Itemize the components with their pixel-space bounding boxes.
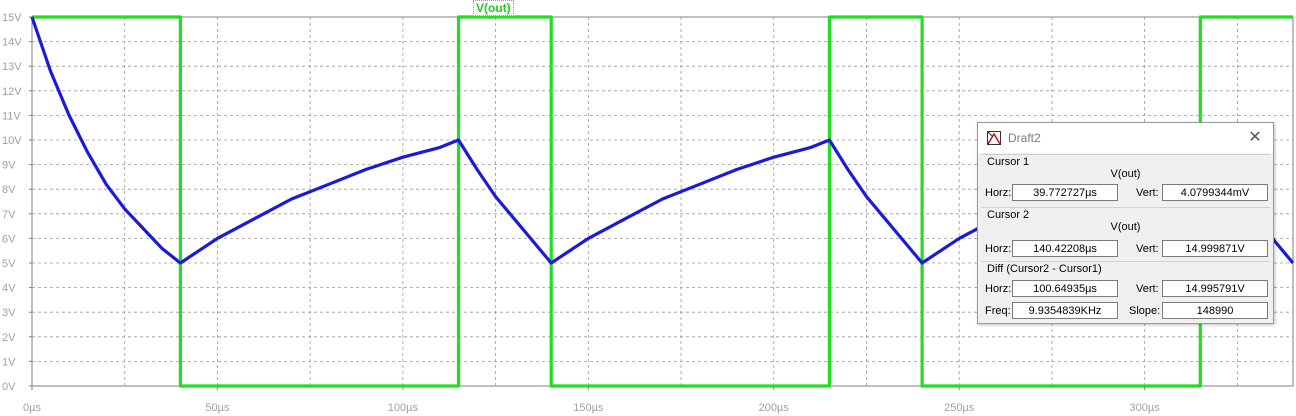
cursor2-horz-field[interactable]: 140.42208µs xyxy=(1012,240,1118,257)
x-tick-label: 50µs xyxy=(205,402,230,414)
cursor2-series: V(out) xyxy=(1110,221,1141,233)
y-tick-label: 13V xyxy=(2,61,22,73)
cursor1-series: V(out) xyxy=(1110,168,1141,180)
y-tick-label: 10V xyxy=(2,135,22,147)
y-tick-label: 12V xyxy=(2,86,22,98)
x-tick-label: 250µs xyxy=(944,402,975,414)
cursor-dialog[interactable]: Draft2 ✕ Cursor 1 V(out) Horz: 39.772727… xyxy=(977,122,1274,324)
dialog-titlebar[interactable]: Draft2 ✕ xyxy=(978,123,1273,153)
cursor2-horz-label: Horz: xyxy=(985,243,1012,255)
y-tick-label: 15V xyxy=(2,12,22,24)
cursor2-vert-label: Vert: xyxy=(1136,243,1159,255)
cursor1-label: Cursor 1 xyxy=(987,156,1030,168)
diff-freq-label: Freq: xyxy=(985,305,1011,317)
cursor2-vert-field[interactable]: 14.999871V xyxy=(1162,240,1268,257)
diff-horz-field[interactable]: 100.64935µs xyxy=(1012,280,1118,297)
dialog-title: Draft2 xyxy=(1008,131,1041,145)
y-axis-ticks: 0V 1V 2V 3V 4V 5V 6V 7V 8V 9V 10V 11V 12V 13V 14V 15V xyxy=(2,12,32,393)
y-tick-label: 11V xyxy=(2,110,21,122)
series-line-square-wave xyxy=(32,15,1293,388)
y-tick-label: 3V xyxy=(2,307,16,319)
cursor1-horz-field[interactable]: 39.772727µs xyxy=(1012,184,1118,201)
cursor1-vert-label: Vert: xyxy=(1136,187,1159,199)
x-axis-ticks: 0µs 50µs 100µs 150µs 200µs 250µs 300µs xyxy=(23,386,1160,414)
cursor2-label: Cursor 2 xyxy=(987,209,1030,221)
trace-label-vout[interactable]: V(out) xyxy=(473,0,514,16)
cursor1-group: Cursor 1 V(out) Horz: 39.772727µs Vert: … xyxy=(981,154,1270,211)
y-tick-label: 8V xyxy=(2,184,16,196)
y-tick-label: 7V xyxy=(2,209,16,221)
diff-slope-field[interactable]: 148990 xyxy=(1162,302,1268,319)
y-tick-label: 1V xyxy=(2,356,16,368)
close-icon[interactable]: ✕ xyxy=(1248,129,1262,146)
diff-vert-label: Vert: xyxy=(1136,283,1159,295)
y-tick-label: 9V xyxy=(2,160,16,172)
y-tick-label: 2V xyxy=(2,332,16,344)
diff-vert-field[interactable]: 14.995791V xyxy=(1162,280,1268,297)
x-tick-label: 200µs xyxy=(759,402,790,414)
y-tick-label: 14V xyxy=(2,37,22,49)
cursor1-vert-field[interactable]: 4.0799344mV xyxy=(1162,184,1268,201)
y-tick-label: 5V xyxy=(2,258,16,270)
diff-slope-label: Slope: xyxy=(1129,305,1161,317)
diff-group: Diff (Cursor2 - Cursor1) Horz: 100.64935… xyxy=(981,261,1270,322)
cursor-tool-icon xyxy=(987,131,1001,145)
x-tick-label: 0µs xyxy=(23,402,41,414)
x-tick-label: 100µs xyxy=(388,402,419,414)
y-tick-label: 0V xyxy=(2,381,16,393)
x-tick-label: 150µs xyxy=(573,402,604,414)
x-tick-label: 300µs xyxy=(1130,402,1161,414)
cursor1-horz-label: Horz: xyxy=(985,187,1012,199)
diff-label: Diff (Cursor2 - Cursor1) xyxy=(987,263,1102,275)
diff-horz-label: Horz: xyxy=(985,283,1012,295)
y-tick-label: 4V xyxy=(2,283,16,295)
y-tick-label: 6V xyxy=(2,233,16,245)
cursor2-group: Cursor 2 V(out) Horz: 140.42208µs Vert: … xyxy=(981,207,1270,264)
diff-freq-field[interactable]: 9.9354839KHz xyxy=(1012,302,1118,319)
